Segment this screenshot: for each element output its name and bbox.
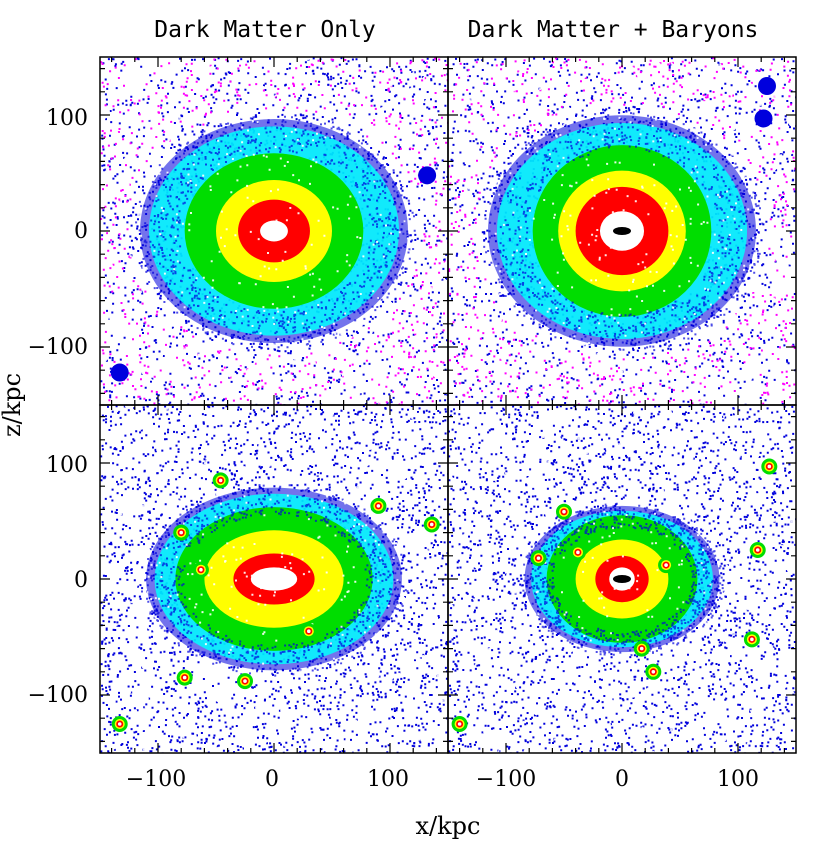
axis-ticks (100, 405, 448, 753)
subhalo (451, 716, 468, 732)
subhalo (237, 673, 253, 690)
subhalo (761, 458, 778, 475)
panel-top-right (448, 57, 796, 405)
xtick-label-left-neg100: −100 (126, 767, 186, 792)
axis-ticks (448, 405, 796, 753)
column-title-dark-matter-only: Dark Matter Only (154, 17, 376, 43)
subhalo (530, 550, 547, 567)
xtick-label-right-neg100: −100 (476, 767, 536, 792)
subhalo (423, 516, 440, 533)
subhalo (300, 623, 317, 640)
contour-highest (250, 567, 298, 591)
low-density-speckle (448, 405, 796, 753)
xtick-label-right-100: 100 (717, 767, 759, 792)
column-title-dark-matter-baryons: Dark Matter + Baryons (468, 17, 759, 43)
baryon-core (613, 575, 631, 583)
x-axis-label: x/kpc (416, 812, 481, 840)
subhalo (212, 472, 229, 489)
subhalo (645, 663, 662, 680)
ytick-label-top-neg100: −100 (28, 335, 88, 360)
panels (100, 57, 796, 753)
subhalo (569, 544, 586, 561)
subhalo (749, 542, 766, 558)
contour-highest (260, 220, 288, 242)
ytick-label-top-0: 0 (74, 219, 88, 244)
subhalo (658, 557, 675, 574)
subhalo (758, 77, 776, 95)
ytick-label-top-100: 100 (46, 106, 88, 131)
subhalo (418, 166, 437, 185)
subhalo (743, 631, 760, 648)
subhalo (111, 716, 128, 732)
subhalo (192, 561, 209, 578)
ytick-label-bottom-100: 100 (46, 453, 88, 478)
halo-edge-speckle (483, 110, 764, 352)
subhalo (633, 640, 650, 657)
subhalo (754, 109, 773, 128)
subhalo (556, 503, 572, 520)
frame-bottom-right (447, 404, 797, 754)
axis-ticks (448, 57, 796, 405)
xtick-label-left-0: 0 (265, 767, 279, 792)
subhalo (173, 524, 190, 541)
baryon-core (613, 227, 631, 235)
ytick-label-bottom-0: 0 (74, 568, 88, 593)
axis-ticks (100, 57, 448, 405)
xtick-label-left-100: 100 (367, 767, 409, 792)
xtick-label-right-0: 0 (615, 767, 629, 792)
halo-edge-speckle (141, 484, 409, 677)
panel-frames (99, 56, 797, 754)
subhalo (370, 497, 387, 514)
panel-bottom-right (448, 405, 796, 753)
y-axis-label: z/kpc (0, 373, 26, 437)
panel-top-left (100, 57, 448, 405)
subhalo (176, 669, 193, 686)
subhalo (110, 363, 129, 382)
ytick-label-bottom-neg100: −100 (28, 683, 88, 708)
panel-bottom-left (100, 405, 448, 753)
